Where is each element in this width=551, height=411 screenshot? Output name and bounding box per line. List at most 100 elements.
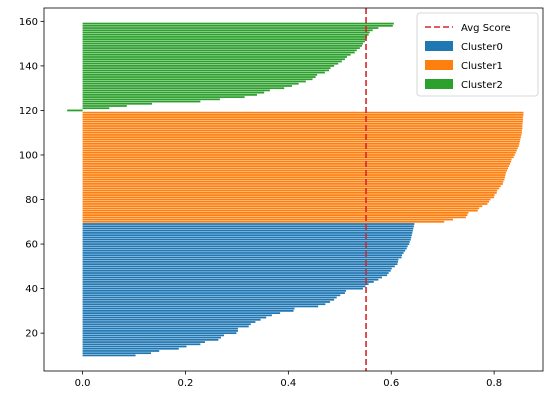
bar-cluster2-15 [82, 76, 316, 78]
legend-label: Cluster0 [461, 42, 503, 53]
bar-cluster1-0 [82, 220, 445, 223]
legend-label: Cluster1 [461, 61, 503, 72]
bar-cluster0-8 [82, 336, 221, 339]
bar-cluster0-24 [82, 301, 331, 303]
x-axis: 0.0 0.2 0.4 0.6 0.8 [75, 371, 502, 389]
bar-cluster2-38 [82, 24, 393, 27]
bar-cluster1-24 [82, 167, 509, 170]
bar-cluster0-32 [82, 283, 369, 286]
bar-cluster0-35 [82, 276, 382, 279]
bar-cluster0-49 [82, 245, 408, 248]
x-tick-label: 0.0 [75, 378, 91, 389]
bar-cluster2-22 [82, 60, 342, 63]
bar-cluster1-37 [82, 138, 521, 141]
bar-cluster2-30 [82, 42, 363, 45]
bar-cluster0-14 [82, 323, 251, 326]
bar-cluster0-15 [82, 321, 256, 323]
bar-cluster0-27 [82, 294, 341, 297]
bar-cluster0-25 [82, 298, 335, 301]
bar-cluster0-7 [82, 338, 219, 341]
y-tick-label: 80 [25, 195, 38, 206]
bar-cluster1-3 [82, 214, 468, 217]
bar-cluster0-57 [82, 227, 414, 230]
bar-cluster0-34 [82, 278, 379, 281]
bar-cluster2-37 [82, 27, 379, 29]
bar-cluster1-10 [82, 198, 491, 201]
bar-cluster0-56 [82, 229, 413, 232]
bar-cluster2-20 [82, 65, 335, 67]
y-tick-label: 60 [25, 240, 38, 251]
bar-cluster1-49 [82, 111, 524, 114]
legend-label: Cluster2 [461, 80, 503, 91]
bars-group [67, 22, 524, 357]
bar-cluster1-6 [82, 207, 480, 210]
bar-cluster2-33 [82, 36, 368, 38]
bar-cluster1-25 [82, 165, 510, 168]
bar-cluster1-43 [82, 125, 523, 127]
bar-cluster1-20 [82, 176, 505, 179]
bar-cluster0-39 [82, 267, 392, 270]
bar-cluster1-8 [82, 203, 488, 205]
y-tick-label: 40 [25, 284, 38, 295]
bar-cluster1-33 [82, 147, 518, 150]
bar-cluster0-5 [82, 343, 201, 346]
bar-cluster2-24 [82, 56, 348, 58]
bar-cluster2-28 [82, 47, 360, 49]
bar-cluster2-34 [82, 33, 369, 36]
bar-cluster1-38 [82, 136, 521, 139]
bar-cluster0-4 [82, 345, 187, 348]
bar-cluster2-36 [82, 29, 373, 32]
bar-cluster2-2 [82, 105, 127, 107]
bar-cluster1-22 [82, 171, 506, 174]
bar-cluster0-37 [82, 272, 389, 274]
bar-cluster0-3 [82, 347, 179, 350]
bar-cluster2-8 [82, 91, 265, 94]
bar-cluster0-33 [82, 281, 374, 283]
bar-cluster2-6 [82, 96, 245, 98]
bar-cluster2-16 [82, 73, 318, 76]
bar-cluster0-46 [82, 252, 404, 254]
bar-cluster2-5 [82, 98, 220, 101]
legend: Avg Score Cluster0 Cluster1 Cluster2 [416, 12, 539, 97]
bar-cluster1-14 [82, 189, 498, 192]
bar-cluster0-13 [82, 325, 249, 328]
y-axis: 20 40 60 80 100 120 140 160 [19, 17, 44, 340]
bar-cluster0-1 [82, 352, 152, 355]
y-tick-label: 160 [19, 17, 38, 28]
bar-cluster2-17 [82, 71, 325, 74]
bar-cluster2-19 [82, 67, 331, 70]
bar-cluster1-27 [82, 160, 512, 163]
bar-cluster0-2 [82, 350, 160, 352]
x-tick-label: 0.6 [383, 378, 399, 389]
bar-cluster1-1 [82, 218, 453, 221]
bar-cluster1-16 [82, 185, 501, 188]
bar-cluster1-47 [82, 116, 523, 119]
bar-cluster0-38 [82, 269, 391, 272]
bar-cluster1-23 [82, 169, 507, 172]
bar-cluster0-18 [82, 314, 272, 317]
bar-cluster0-10 [82, 332, 237, 335]
bar-cluster1-18 [82, 180, 504, 183]
bar-cluster0-16 [82, 318, 261, 321]
bar-cluster2-9 [82, 89, 270, 92]
legend-swatch-cluster2 [425, 79, 453, 89]
bar-cluster2-10 [82, 87, 285, 90]
bar-cluster2-29 [82, 44, 362, 47]
bar-cluster0-21 [82, 307, 295, 310]
bar-cluster1-13 [82, 191, 497, 194]
bar-cluster2-27 [82, 49, 357, 52]
axes-frame [43, 7, 544, 372]
bar-cluster0-12 [82, 327, 238, 330]
bar-cluster1-28 [82, 158, 512, 161]
bar-cluster2-25 [82, 53, 351, 56]
bar-cluster0-52 [82, 238, 411, 241]
bar-cluster1-40 [82, 131, 522, 134]
bar-cluster0-40 [82, 265, 395, 268]
bar-cluster1-31 [82, 151, 516, 154]
bar-cluster0-28 [82, 292, 345, 294]
bar-cluster1-5 [82, 209, 478, 212]
bar-cluster2-21 [82, 62, 339, 65]
bar-cluster2-13 [82, 80, 306, 83]
bar-cluster1-34 [82, 145, 519, 147]
